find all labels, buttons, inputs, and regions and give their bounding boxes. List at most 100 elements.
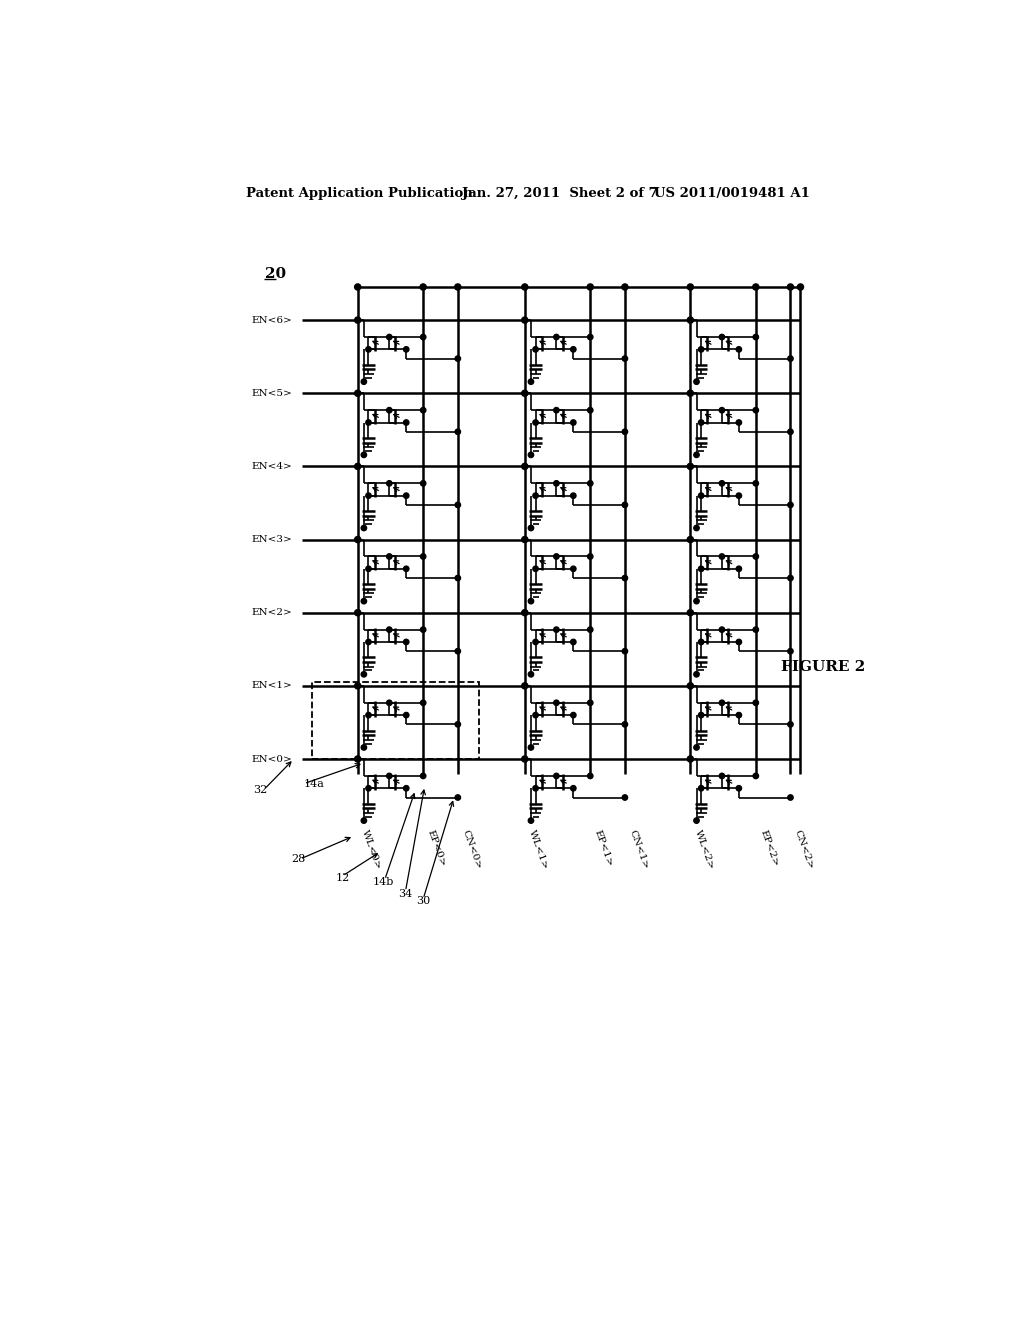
Circle shape [421, 554, 426, 560]
Circle shape [532, 420, 539, 425]
Circle shape [455, 795, 461, 800]
Circle shape [787, 795, 794, 800]
Circle shape [532, 347, 539, 352]
Circle shape [736, 347, 741, 352]
Circle shape [528, 598, 534, 603]
Circle shape [366, 639, 371, 644]
Circle shape [532, 639, 539, 644]
Text: 14b: 14b [373, 878, 394, 887]
Circle shape [387, 408, 392, 413]
Circle shape [588, 627, 593, 632]
Circle shape [361, 598, 367, 603]
Circle shape [354, 682, 360, 689]
Text: EN<5>: EN<5> [252, 389, 292, 397]
Text: EP<1>: EP<1> [593, 829, 614, 867]
Circle shape [588, 700, 593, 705]
Circle shape [421, 700, 426, 705]
Text: EN<2>: EN<2> [252, 609, 292, 618]
Circle shape [687, 391, 693, 396]
Text: EN<6>: EN<6> [252, 315, 292, 325]
Text: CN<0>: CN<0> [460, 829, 482, 870]
Circle shape [361, 453, 367, 458]
Circle shape [623, 576, 628, 581]
Circle shape [366, 785, 371, 791]
Circle shape [455, 722, 461, 727]
Circle shape [521, 463, 528, 470]
Circle shape [694, 453, 699, 458]
Circle shape [554, 480, 559, 486]
Circle shape [719, 774, 725, 779]
Circle shape [787, 648, 794, 653]
Circle shape [521, 610, 528, 615]
Circle shape [354, 536, 360, 543]
Circle shape [623, 722, 628, 727]
Circle shape [387, 480, 392, 486]
Circle shape [403, 492, 409, 499]
Circle shape [420, 284, 426, 290]
Circle shape [623, 429, 628, 434]
Circle shape [787, 502, 794, 508]
Circle shape [753, 408, 759, 413]
Circle shape [687, 756, 693, 762]
Circle shape [528, 744, 534, 750]
Circle shape [366, 492, 371, 499]
Circle shape [366, 713, 371, 718]
Circle shape [403, 347, 409, 352]
Circle shape [554, 627, 559, 632]
Circle shape [521, 317, 528, 323]
Circle shape [694, 672, 699, 677]
Circle shape [361, 379, 367, 384]
Circle shape [687, 536, 693, 543]
Circle shape [570, 347, 577, 352]
Circle shape [387, 334, 392, 339]
Text: 28: 28 [291, 854, 305, 865]
Circle shape [753, 774, 759, 779]
Circle shape [753, 627, 759, 632]
Circle shape [736, 713, 741, 718]
Circle shape [403, 566, 409, 572]
Circle shape [698, 639, 703, 644]
Circle shape [798, 284, 804, 290]
Circle shape [719, 627, 725, 632]
Circle shape [361, 818, 367, 824]
Circle shape [698, 420, 703, 425]
Text: EN<0>: EN<0> [252, 755, 292, 763]
Circle shape [421, 627, 426, 632]
Circle shape [694, 525, 699, 531]
Text: EP<0>: EP<0> [425, 829, 447, 867]
Circle shape [387, 627, 392, 632]
Text: US 2011/0019481 A1: US 2011/0019481 A1 [654, 186, 810, 199]
Circle shape [421, 408, 426, 413]
Circle shape [687, 317, 693, 323]
Circle shape [532, 566, 539, 572]
Circle shape [687, 610, 693, 615]
Circle shape [532, 785, 539, 791]
Text: CN<1>: CN<1> [628, 829, 650, 870]
Circle shape [366, 566, 371, 572]
Circle shape [694, 379, 699, 384]
Circle shape [532, 713, 539, 718]
Text: Jan. 27, 2011  Sheet 2 of 7: Jan. 27, 2011 Sheet 2 of 7 [462, 186, 657, 199]
Circle shape [623, 502, 628, 508]
Text: EP<2>: EP<2> [758, 829, 779, 867]
Circle shape [753, 554, 759, 560]
Circle shape [719, 334, 725, 339]
Text: 32: 32 [253, 785, 267, 795]
Circle shape [588, 554, 593, 560]
Circle shape [588, 408, 593, 413]
Text: 12: 12 [335, 874, 349, 883]
Circle shape [455, 648, 461, 653]
Circle shape [587, 284, 593, 290]
Circle shape [698, 347, 703, 352]
Text: 30: 30 [416, 896, 430, 907]
Circle shape [521, 391, 528, 396]
Circle shape [698, 713, 703, 718]
Circle shape [687, 284, 693, 290]
Circle shape [588, 480, 593, 486]
Circle shape [387, 700, 392, 705]
Circle shape [354, 756, 360, 762]
Circle shape [719, 700, 725, 705]
Text: 20: 20 [265, 267, 287, 281]
Circle shape [361, 525, 367, 531]
Circle shape [521, 284, 528, 290]
